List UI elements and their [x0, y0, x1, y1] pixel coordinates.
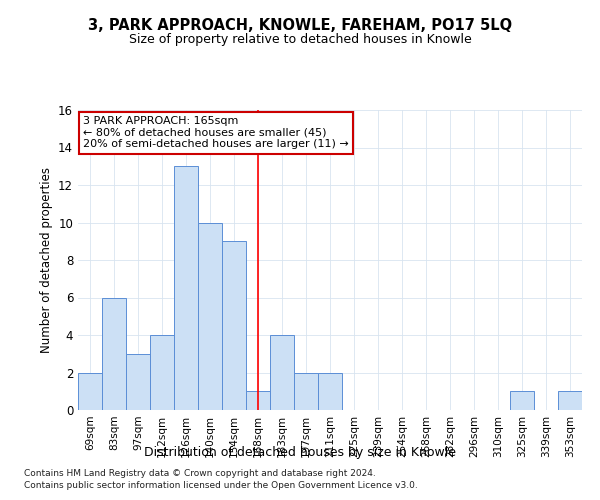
Bar	[126, 354, 150, 410]
Bar	[510, 391, 534, 410]
Bar	[222, 242, 246, 410]
Bar	[246, 391, 270, 410]
Bar	[558, 391, 582, 410]
Text: 3 PARK APPROACH: 165sqm
← 80% of detached houses are smaller (45)
20% of semi-de: 3 PARK APPROACH: 165sqm ← 80% of detache…	[83, 116, 349, 149]
Y-axis label: Number of detached properties: Number of detached properties	[40, 167, 53, 353]
Text: Contains public sector information licensed under the Open Government Licence v3: Contains public sector information licen…	[24, 481, 418, 490]
Bar	[102, 298, 126, 410]
Text: Distribution of detached houses by size in Knowle: Distribution of detached houses by size …	[144, 446, 456, 459]
Text: Contains HM Land Registry data © Crown copyright and database right 2024.: Contains HM Land Registry data © Crown c…	[24, 468, 376, 477]
Bar	[294, 372, 318, 410]
Bar	[198, 222, 222, 410]
Bar	[174, 166, 198, 410]
Text: Size of property relative to detached houses in Knowle: Size of property relative to detached ho…	[128, 32, 472, 46]
Bar	[270, 335, 294, 410]
Text: 3, PARK APPROACH, KNOWLE, FAREHAM, PO17 5LQ: 3, PARK APPROACH, KNOWLE, FAREHAM, PO17 …	[88, 18, 512, 32]
Bar	[78, 372, 102, 410]
Bar	[318, 372, 342, 410]
Bar	[150, 335, 174, 410]
